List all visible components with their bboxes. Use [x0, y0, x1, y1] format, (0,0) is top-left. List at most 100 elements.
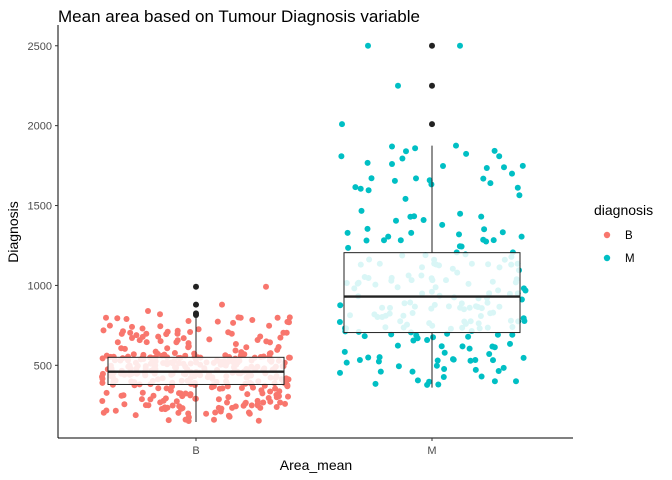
y-tick-label: 2500 [28, 41, 52, 53]
jitter-point [177, 390, 184, 397]
jitter-point [394, 342, 401, 349]
jitter-point [478, 373, 485, 380]
jitter-point [364, 225, 371, 232]
jitter-point [274, 314, 281, 321]
jitter-point [395, 82, 401, 89]
jitter-point [187, 392, 194, 399]
jitter-point [509, 170, 515, 177]
jitter-point [407, 213, 414, 220]
y-tick-label: 2000 [28, 121, 52, 133]
jitter-point [356, 357, 363, 363]
jitter-point [410, 337, 417, 344]
jitter-point [377, 368, 384, 375]
jitter-point [397, 237, 404, 244]
jitter-point [284, 383, 291, 390]
jitter-point [129, 335, 135, 341]
jitter-point [285, 393, 291, 400]
jitter-point [519, 162, 526, 169]
jitter-point [174, 330, 181, 337]
jitter-point [118, 345, 125, 352]
jitter-point [219, 301, 225, 308]
jitter-point [163, 385, 170, 392]
jitter-point [138, 396, 145, 403]
jitter-point [145, 308, 151, 314]
jitter-point [99, 398, 106, 404]
jitter-point [143, 339, 150, 346]
jitter-point [491, 378, 498, 385]
jitter-point [352, 184, 359, 191]
y-axis-ticks: 500 1000 1500 2000 2500 [28, 41, 58, 372]
jitter-point [450, 356, 456, 363]
jitter-point [459, 343, 466, 350]
jitter-point [214, 318, 221, 325]
jitter-point [139, 333, 146, 340]
jitter-point [441, 366, 448, 372]
jitter-point [192, 395, 199, 402]
jitter-point [363, 237, 370, 244]
jitter-point [391, 177, 398, 184]
jitter-point [255, 417, 262, 424]
jitter-point [224, 399, 230, 406]
jitter-point [489, 343, 496, 350]
jitter-point [375, 358, 382, 365]
jitter-point [267, 398, 274, 405]
jitter-point [408, 229, 415, 236]
jitter-point [195, 326, 202, 333]
legend-key-B [603, 231, 611, 239]
jitter-point [182, 390, 189, 397]
jitter-point [376, 354, 383, 361]
legend-label-B: B [625, 230, 633, 242]
x-tick-label: M [427, 445, 436, 457]
outlier-point [429, 82, 435, 89]
jitter-point [499, 229, 506, 236]
jitter-point [426, 177, 433, 184]
jitter-point [99, 375, 106, 382]
jitter-point [277, 399, 284, 406]
jitter-point [365, 187, 372, 194]
jitter-point [215, 396, 222, 403]
jitter-point [403, 148, 409, 155]
jitter-point [456, 231, 462, 238]
jitter-point [501, 164, 507, 171]
jitter-point [490, 237, 497, 244]
jitter-point [228, 330, 235, 337]
jitter-point [424, 337, 431, 343]
jitter-point [258, 387, 265, 394]
jitter-point [364, 159, 371, 166]
jitter-point [472, 357, 479, 363]
y-tick-label: 1500 [28, 201, 52, 213]
jitter-point [357, 185, 364, 192]
jitter-point [343, 359, 350, 366]
jitter-point [211, 416, 217, 423]
jitter-point [206, 336, 213, 343]
jitter-point [518, 233, 525, 240]
jitter-point [123, 316, 130, 322]
y-tick-label: 1000 [28, 280, 52, 292]
jitter-point [496, 153, 503, 160]
jitter-point [336, 319, 343, 325]
jitter-point [106, 322, 113, 329]
jitter-point [520, 285, 527, 292]
jitter-point [365, 42, 371, 49]
jitter-point [438, 343, 445, 350]
jitter-point [232, 403, 239, 410]
jitter-point [121, 401, 128, 408]
jitter-point [286, 314, 293, 321]
jitter-point [173, 339, 180, 346]
jitter-point [483, 165, 490, 171]
jitter-point [284, 318, 291, 325]
jitter-point [266, 322, 273, 329]
jitter-point [139, 389, 146, 396]
jitter-point [440, 374, 447, 380]
jitter-point [150, 392, 157, 399]
jitter-point [112, 407, 119, 414]
jitter-point [173, 398, 180, 405]
jitter-point [520, 315, 527, 322]
jitter-point [275, 392, 282, 399]
jitter-point [162, 395, 169, 402]
jitter-point [232, 341, 239, 347]
jitter-point [389, 143, 395, 150]
jitter-point [212, 409, 219, 416]
jitter-point [127, 329, 134, 336]
legend-label-M: M [625, 253, 635, 265]
